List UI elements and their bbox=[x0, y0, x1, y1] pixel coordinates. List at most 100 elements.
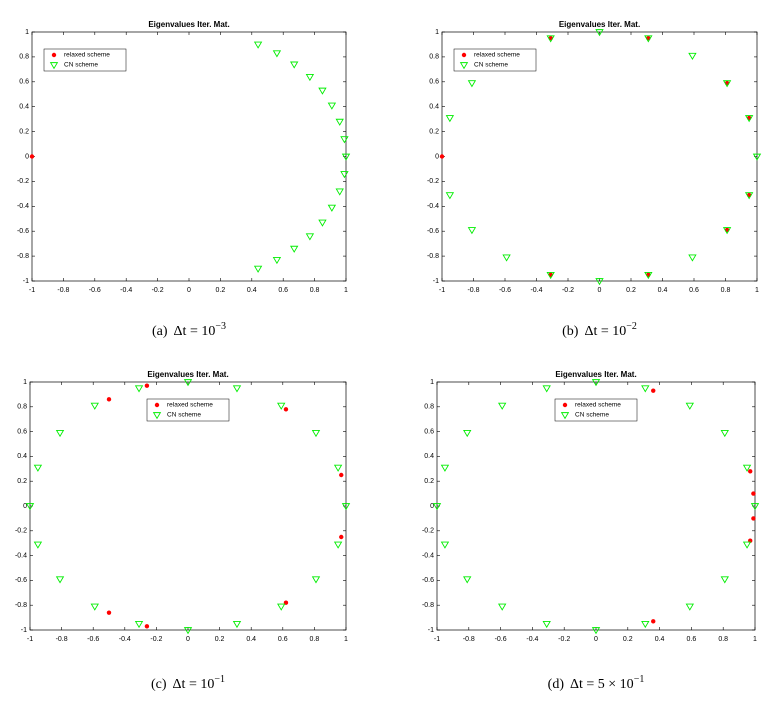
x-tick-label: -0.6 bbox=[499, 287, 511, 294]
y-tick-label: 0.2 bbox=[19, 128, 29, 135]
legend-box bbox=[43, 48, 127, 72]
y-tick-label: 0.8 bbox=[19, 54, 29, 61]
y-tick-label: 0.2 bbox=[424, 478, 434, 485]
x-tick-label: -0.8 bbox=[57, 287, 69, 294]
point bbox=[688, 52, 697, 60]
point bbox=[644, 271, 653, 280]
point bbox=[542, 385, 551, 393]
x-tick-label: -0.6 bbox=[495, 636, 507, 643]
legend-box bbox=[554, 398, 638, 422]
point bbox=[272, 50, 282, 58]
point bbox=[25, 503, 35, 511]
point bbox=[440, 464, 450, 472]
y-tick-label: 0 bbox=[435, 153, 439, 160]
x-tick-label: -1 bbox=[29, 287, 35, 294]
point bbox=[595, 278, 604, 286]
x-tick-label: -0.4 bbox=[530, 287, 542, 294]
legend-marker bbox=[49, 62, 59, 70]
y-tick-label: -0.2 bbox=[422, 528, 434, 535]
point bbox=[591, 627, 601, 635]
x-tick-label: -0.4 bbox=[119, 636, 131, 643]
y-tick-label: 0.8 bbox=[429, 54, 439, 61]
x-tick-label: -0.8 bbox=[467, 287, 479, 294]
x-tick-label: -0.6 bbox=[89, 287, 101, 294]
point bbox=[644, 35, 653, 43]
point bbox=[688, 254, 697, 262]
caption-text: Δt = 5 × 10 bbox=[570, 677, 634, 692]
point bbox=[335, 188, 344, 196]
y-tick-label: 0.6 bbox=[17, 428, 27, 435]
chart-title: Eigenvalues Iter. Mat. bbox=[555, 370, 636, 379]
point bbox=[283, 407, 289, 412]
x-tick-label: 0.8 bbox=[310, 287, 320, 294]
x-tick-label: -0.2 bbox=[562, 287, 574, 294]
chart-title: Eigenvalues Iter. Mat. bbox=[147, 370, 228, 379]
x-tick-label: 0 bbox=[187, 287, 191, 294]
point bbox=[445, 115, 455, 123]
x-tick-label: 0.8 bbox=[718, 636, 728, 643]
x-tick-label: 0 bbox=[186, 636, 190, 643]
point bbox=[90, 603, 99, 611]
y-tick-label: 1 bbox=[430, 379, 434, 386]
point bbox=[651, 619, 656, 624]
y-tick-label: -1 bbox=[23, 278, 29, 285]
point bbox=[106, 610, 112, 615]
caption-exponent: −1 bbox=[214, 674, 225, 685]
y-tick-label: 0.6 bbox=[424, 428, 434, 435]
point bbox=[498, 603, 507, 611]
y-tick-label: -1 bbox=[21, 627, 27, 634]
x-tick-label: 0.4 bbox=[655, 636, 665, 643]
caption-exponent: −2 bbox=[626, 321, 637, 332]
point bbox=[327, 204, 337, 212]
y-tick-label: 0.4 bbox=[424, 453, 434, 460]
y-tick-label: -0.6 bbox=[422, 577, 434, 584]
y-tick-label: -0.8 bbox=[422, 602, 434, 609]
point bbox=[311, 430, 321, 438]
point bbox=[641, 385, 650, 393]
point bbox=[748, 469, 753, 474]
y-tick-label: -0.6 bbox=[427, 228, 439, 235]
point bbox=[722, 227, 732, 235]
legend-label: relaxed scheme bbox=[575, 402, 621, 409]
x-tick-label: 0.2 bbox=[216, 287, 226, 294]
point bbox=[542, 620, 551, 629]
legend-marker bbox=[560, 412, 570, 420]
point bbox=[340, 136, 349, 144]
y-tick-label: 0 bbox=[25, 153, 29, 160]
point bbox=[685, 402, 694, 410]
point bbox=[751, 516, 756, 521]
legend-marker bbox=[461, 52, 467, 58]
point bbox=[318, 219, 327, 227]
point bbox=[327, 102, 337, 110]
x-tick-label: 0.4 bbox=[658, 287, 668, 294]
legend-label: CN scheme bbox=[474, 62, 508, 69]
point bbox=[752, 153, 762, 161]
legend-marker bbox=[51, 52, 57, 58]
x-tick-label: -1 bbox=[27, 636, 33, 643]
point bbox=[183, 379, 193, 387]
legend-marker bbox=[152, 412, 162, 420]
point bbox=[335, 118, 344, 126]
y-tick-label: -0.4 bbox=[17, 203, 29, 210]
point bbox=[651, 388, 656, 393]
point bbox=[29, 154, 35, 159]
point bbox=[595, 29, 604, 37]
point bbox=[341, 153, 351, 161]
point bbox=[106, 397, 112, 402]
x-tick-label: -0.4 bbox=[526, 636, 538, 643]
x-tick-label: -0.4 bbox=[120, 287, 132, 294]
point bbox=[33, 541, 43, 549]
legend-marker bbox=[154, 402, 160, 408]
y-tick-label: -0.4 bbox=[427, 203, 439, 210]
point bbox=[720, 576, 729, 584]
y-tick-label: 1 bbox=[25, 29, 29, 36]
caption-label: (d) bbox=[548, 677, 565, 692]
y-tick-label: 0.8 bbox=[424, 404, 434, 411]
point bbox=[340, 171, 349, 179]
point bbox=[333, 541, 343, 549]
point bbox=[750, 503, 760, 511]
point bbox=[305, 73, 315, 82]
x-tick-label: 0.2 bbox=[623, 636, 633, 643]
point bbox=[253, 265, 263, 273]
point bbox=[305, 233, 315, 241]
